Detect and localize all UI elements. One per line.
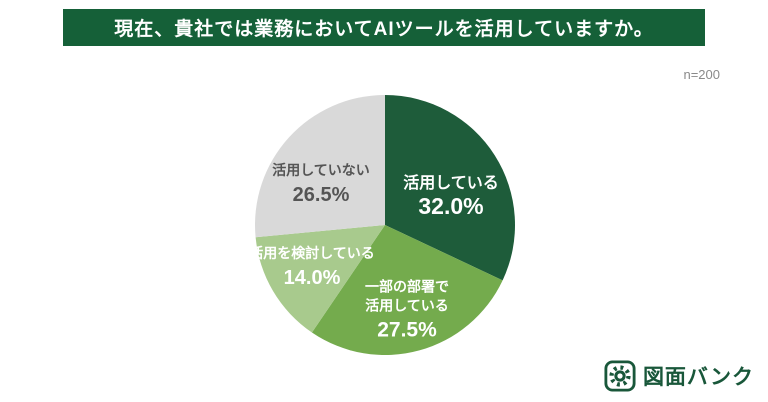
slice-label-3: 活用していない [272, 162, 370, 178]
pie-slice-3 [255, 95, 385, 238]
survey-question-title: 現在、貴社では業務においてAIツールを活用していますか。 [114, 19, 654, 40]
slice-label-1: 活用している [365, 298, 449, 314]
pie-slice-1 [311, 225, 503, 356]
slice-label-2: 活用を検討している [249, 245, 375, 261]
logo-text: 図面バンク [642, 366, 754, 389]
pie-chart: 活用している 32.0% 一部の部署で 活用している 27.5% 活用を検討している 14.… [224, 64, 546, 386]
slice-label-0: 活用している [403, 173, 499, 192]
sample-size-label: n=200 [683, 67, 720, 82]
gear-icon [604, 360, 636, 392]
slice-label-1: 一部の部署で [365, 279, 449, 295]
logo: 図面バンク [604, 360, 754, 392]
header-banner: 現在、貴社では業務においてAIツールを活用していますか。 [63, 9, 705, 46]
slice-percent-2: 14.0% [284, 267, 341, 289]
pie-slice-2 [255, 225, 385, 333]
pie-slice-0 [385, 95, 516, 281]
slice-percent-1: 27.5% [377, 319, 437, 342]
pie-chart-svg: 活用している32.0%一部の部署で活用している27.5%活用を検討している14.… [249, 95, 516, 356]
slice-percent-0: 32.0% [418, 193, 483, 219]
slice-percent-3: 26.5% [293, 184, 350, 206]
